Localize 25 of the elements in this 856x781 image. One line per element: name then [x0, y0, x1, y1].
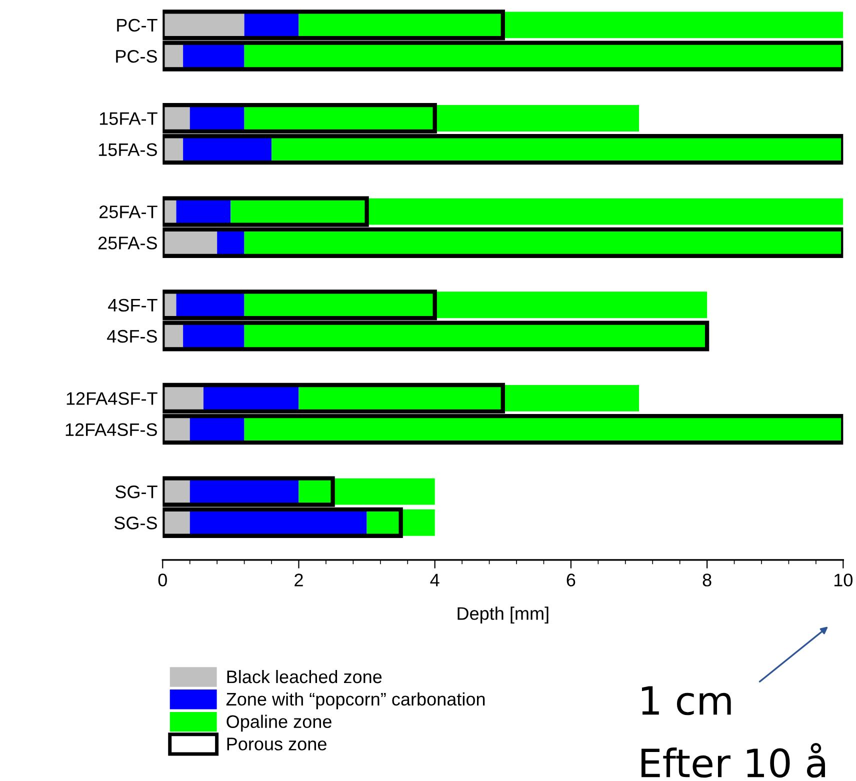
- y-tick-label: 4SF-T: [108, 298, 158, 312]
- x-tick-label: 8: [702, 574, 712, 586]
- legend-label: Opaline zone: [226, 714, 332, 732]
- y-tick-label: 25FA-T: [99, 206, 158, 218]
- text: Efter 10 å: [642, 742, 825, 778]
- y-tick-label: SG-S: [114, 516, 157, 530]
- y-tick-label: 12FA4SF-S: [66, 423, 157, 436]
- legend-label: Zone with “popcorn” carbonation: [226, 692, 485, 710]
- text: 1 cm: [642, 686, 731, 716]
- y-tick-label: PC-T: [117, 18, 158, 32]
- y-tick-label: 15FA-S: [98, 143, 157, 156]
- y-tick-label: 25FA-S: [98, 236, 157, 250]
- x-tick-label: 0: [158, 574, 167, 586]
- y-tick-label: PC-S: [116, 50, 157, 63]
- y-tick-label: 12FA4SF-T: [66, 392, 158, 405]
- legend-label: Black leached zone: [227, 670, 382, 684]
- x-tick-label: 2: [294, 574, 303, 586]
- x-tick-label: 10: [834, 574, 852, 586]
- y-tick-label: SG-T: [115, 485, 158, 498]
- x-tick-label: 6: [566, 574, 576, 586]
- y-tick-label: 4SF-S: [107, 330, 157, 343]
- x-axis-title: Depth [mm]: [458, 606, 548, 624]
- x-tick-label: 4: [430, 574, 440, 586]
- y-tick-label: 15FA-T: [100, 112, 158, 125]
- legend-label: Porous zone: [227, 738, 326, 750]
